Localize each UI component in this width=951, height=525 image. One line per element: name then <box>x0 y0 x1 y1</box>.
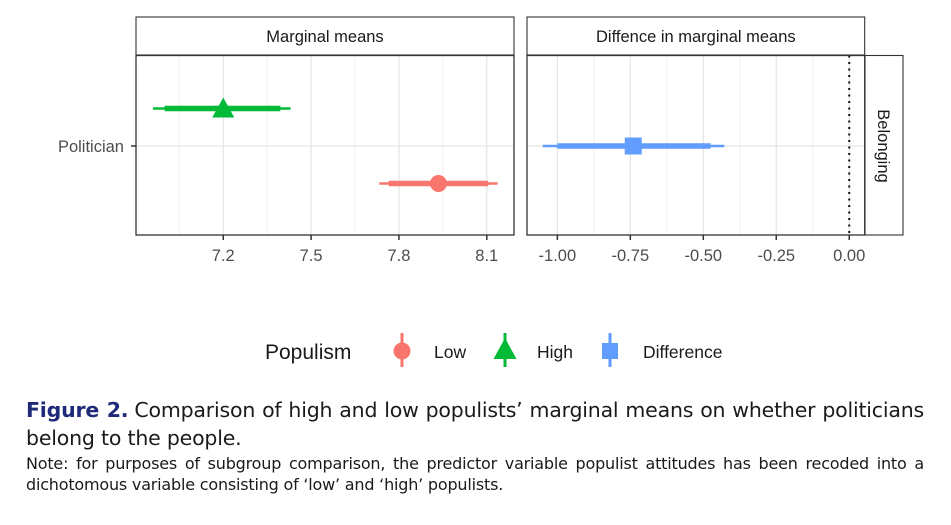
figure-caption: Figure 2. Comparison of high and low popu… <box>26 396 924 495</box>
caption-note: Note: for purposes of subgroup compariso… <box>26 454 924 494</box>
panel-marginal-means: Marginal means 7.2 7.5 7.8 8.1 <box>135 16 515 265</box>
x-tick-label: 0.00 <box>833 247 865 265</box>
estimate-marker <box>429 175 447 192</box>
panel-strip <box>135 16 515 56</box>
row-strip-label: Belonging <box>874 109 892 182</box>
estimate-marker <box>624 137 642 155</box>
panel-background <box>136 55 514 235</box>
row-strip: Belonging <box>864 54 904 236</box>
point-high <box>152 97 291 118</box>
legend-key-low <box>393 333 411 367</box>
legend-key-high <box>493 333 517 367</box>
panel-title: Diffence in marginal means <box>596 28 796 46</box>
legend-title: Populism <box>265 341 351 364</box>
x-tick-label: -0.50 <box>684 247 722 265</box>
x-tick-label: 7.2 <box>212 247 235 265</box>
x-tick-label: -0.25 <box>757 247 795 265</box>
x-tick-label: -0.75 <box>612 247 650 265</box>
legend-label-difference: Difference <box>643 342 722 362</box>
caption-main: Figure 2. Comparison of high and low popu… <box>26 396 924 452</box>
panels-group: Marginal means 7.2 7.5 7.8 8.1 Diffence in ma… <box>135 16 866 265</box>
legend-key-difference <box>602 333 618 367</box>
caption-text: Comparison of high and low populists’ ma… <box>26 398 925 450</box>
point-low <box>379 175 498 192</box>
legend: Populism Low High Difference <box>265 333 722 367</box>
caption-label: Figure 2. <box>26 398 129 422</box>
legend-label-low: Low <box>434 342 466 362</box>
legend-label-high: High <box>537 342 573 362</box>
panel-title: Marginal means <box>266 28 383 46</box>
panel-strip <box>526 16 866 56</box>
x-tick-label: 8.1 <box>475 247 498 265</box>
point-difference <box>542 137 725 155</box>
chart: Marginal means 7.2 7.5 7.8 8.1 Diffence in ma… <box>58 16 904 367</box>
estimate-marker <box>212 97 235 118</box>
panel-difference: Diffence in marginal means -1.00 -0.75 -0.5… <box>526 16 866 265</box>
y-tick-label: Politician <box>58 138 124 156</box>
x-tick-label: 7.8 <box>387 247 410 265</box>
x-tick-label: -1.00 <box>539 247 577 265</box>
x-tick-label: 7.5 <box>300 247 323 265</box>
